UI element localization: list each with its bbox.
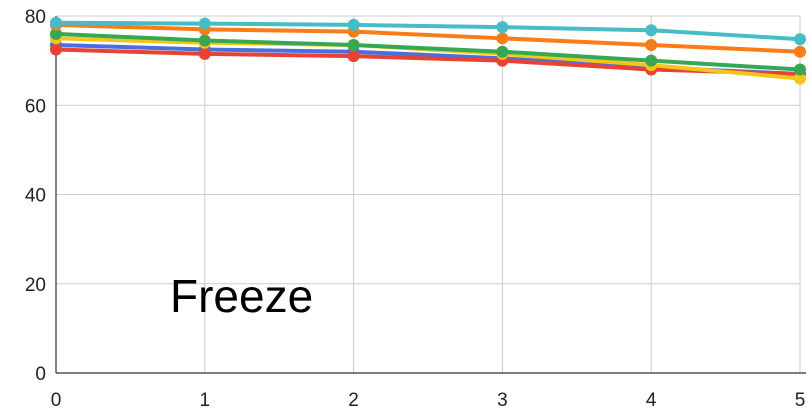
tick-labels: 0 20 40 60 80 0 1 2 3 4 5 (25, 7, 805, 411)
y-tick-label: 80 (25, 7, 46, 28)
x-tick-label: 5 (795, 390, 806, 411)
data-point (794, 45, 806, 58)
grid (56, 15, 801, 373)
y-tick-label: 0 (35, 364, 46, 385)
data-point (496, 45, 509, 58)
series-line (54, 47, 802, 77)
data-point (50, 16, 62, 29)
data-point (794, 63, 806, 76)
x-tick-label: 2 (348, 390, 359, 411)
axes (55, 16, 806, 374)
series-group (50, 16, 806, 85)
data-point (645, 39, 658, 52)
y-tick-label: 60 (25, 96, 46, 117)
chart-annotation: Freeze (170, 270, 313, 322)
data-point (198, 47, 211, 60)
series-line (54, 31, 802, 72)
y-tick-label: 40 (25, 186, 46, 207)
series-4 (50, 18, 806, 58)
x-tick-label: 1 (200, 390, 211, 411)
data-point (347, 50, 360, 63)
data-point (645, 24, 658, 37)
series-line (54, 20, 802, 42)
series-line (54, 22, 802, 54)
x-tick-label: 0 (51, 390, 62, 411)
data-point (496, 32, 509, 45)
series-5 (50, 16, 806, 46)
data-point (50, 43, 62, 56)
data-point (794, 72, 806, 85)
data-point (198, 17, 211, 30)
data-point (347, 18, 360, 31)
series-3 (50, 27, 806, 76)
data-point (198, 34, 211, 47)
data-point (794, 33, 806, 46)
x-tick-label: 4 (646, 390, 657, 411)
data-point (496, 21, 509, 34)
x-tick-label: 3 (497, 390, 508, 411)
data-point (347, 39, 360, 52)
y-tick-label: 20 (25, 275, 46, 296)
data-point (50, 27, 62, 40)
data-point (645, 54, 658, 67)
